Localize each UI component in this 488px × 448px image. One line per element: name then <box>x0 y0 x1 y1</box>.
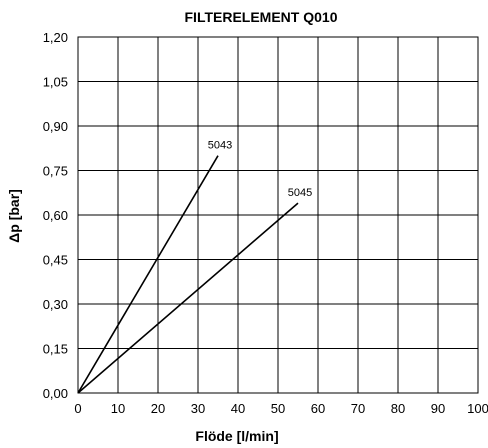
x-tick-label: 20 <box>151 401 165 416</box>
series-label-5043: 5043 <box>208 140 232 152</box>
x-tick-label: 50 <box>271 401 285 416</box>
x-tick-label: 60 <box>311 401 325 416</box>
x-tick-label: 40 <box>231 401 245 416</box>
plot-frame <box>77 36 479 394</box>
x-tick-label: 90 <box>431 401 445 416</box>
y-tick-label: 0,30 <box>43 297 68 312</box>
chart-title: FILTERELEMENT Q010 <box>185 9 338 25</box>
y-tick-label: 0,60 <box>43 208 68 223</box>
series-line-5043 <box>77 155 219 394</box>
x-tick-label: 70 <box>351 401 365 416</box>
y-tick-label: 0,45 <box>43 253 68 268</box>
y-tick-label: 0,00 <box>43 386 68 401</box>
x-axis-label: Flöde [l/min] <box>195 428 278 444</box>
series-layer: 5043 5045 <box>77 140 312 394</box>
x-tick-label: 0 <box>74 401 81 416</box>
y-tick-label: 1,05 <box>43 75 68 90</box>
y-tick-label: 0,90 <box>43 119 68 134</box>
y-tick-label: 0,75 <box>43 164 68 179</box>
x-axis-ticks: 0 10 20 30 40 50 60 70 80 90 100 <box>74 401 488 416</box>
y-axis-ticks: 0,00 0,15 0,30 0,45 0,60 0,75 0,90 1,05 1,20 <box>43 30 68 401</box>
x-tick-label: 100 <box>467 401 488 416</box>
x-tick-label: 80 <box>391 401 405 416</box>
series-label-5045: 5045 <box>288 187 312 199</box>
series-line-5045 <box>77 202 299 394</box>
y-tick-label: 1,20 <box>43 30 68 45</box>
x-tick-label: 10 <box>111 401 125 416</box>
y-axis-label: Δp [bar] <box>6 189 22 243</box>
grid <box>77 36 479 394</box>
y-tick-label: 0,15 <box>43 342 68 357</box>
x-tick-label: 30 <box>191 401 205 416</box>
